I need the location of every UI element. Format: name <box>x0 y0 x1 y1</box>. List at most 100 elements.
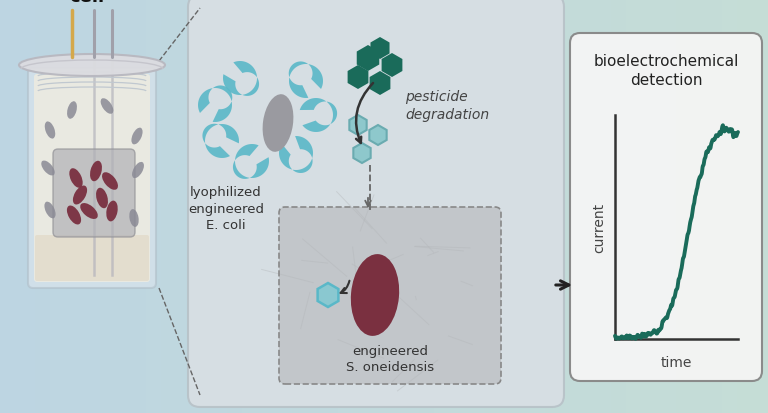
Polygon shape <box>318 283 339 307</box>
Bar <box>154 0 158 413</box>
Bar <box>419 0 423 413</box>
Bar <box>714 0 719 413</box>
Ellipse shape <box>106 201 118 222</box>
Bar <box>349 0 354 413</box>
Bar <box>495 0 500 413</box>
Bar <box>311 0 316 413</box>
Bar <box>273 0 277 413</box>
Bar <box>242 0 247 413</box>
Bar <box>169 0 174 413</box>
Bar <box>722 0 727 413</box>
Bar <box>127 0 131 413</box>
Bar <box>707 0 711 413</box>
Polygon shape <box>357 46 379 72</box>
Ellipse shape <box>41 161 55 176</box>
Bar <box>180 0 185 413</box>
Bar <box>730 0 734 413</box>
Bar <box>484 0 488 413</box>
Bar <box>756 0 761 413</box>
Bar <box>526 0 531 413</box>
Bar <box>96 0 101 413</box>
Bar <box>710 0 715 413</box>
Bar <box>541 0 546 413</box>
Ellipse shape <box>102 173 118 190</box>
Polygon shape <box>300 99 337 133</box>
Bar <box>507 0 511 413</box>
Bar <box>676 0 680 413</box>
Bar <box>511 0 515 413</box>
Ellipse shape <box>45 122 55 139</box>
Bar <box>342 0 346 413</box>
Text: current: current <box>592 202 606 252</box>
Bar <box>588 0 592 413</box>
Bar <box>323 0 327 413</box>
Bar <box>372 0 377 413</box>
Bar <box>219 0 223 413</box>
Bar <box>0 0 5 413</box>
Bar <box>545 0 550 413</box>
Bar <box>687 0 692 413</box>
Bar <box>284 0 289 413</box>
FancyBboxPatch shape <box>34 75 150 282</box>
Bar <box>445 0 450 413</box>
Bar <box>503 0 508 413</box>
Bar <box>492 0 496 413</box>
Bar <box>280 0 285 413</box>
Bar <box>488 0 492 413</box>
Bar <box>726 0 730 413</box>
Bar <box>718 0 723 413</box>
Bar <box>84 0 89 413</box>
Bar <box>261 0 266 413</box>
Bar <box>315 0 319 413</box>
Bar <box>303 0 308 413</box>
Bar <box>204 0 208 413</box>
Ellipse shape <box>80 204 98 219</box>
Polygon shape <box>289 62 323 99</box>
Bar <box>426 0 431 413</box>
Bar <box>88 0 93 413</box>
Bar <box>253 0 258 413</box>
FancyBboxPatch shape <box>28 69 156 288</box>
Bar <box>207 0 212 413</box>
Bar <box>81 0 85 413</box>
Bar <box>150 0 154 413</box>
Bar <box>660 0 665 413</box>
Bar <box>15 0 20 413</box>
Bar <box>65 0 70 413</box>
Bar <box>238 0 243 413</box>
FancyBboxPatch shape <box>188 0 564 407</box>
Bar <box>645 0 650 413</box>
Bar <box>472 0 477 413</box>
Bar <box>607 0 611 413</box>
Bar <box>649 0 654 413</box>
Bar <box>42 0 47 413</box>
Bar <box>641 0 646 413</box>
Bar <box>603 0 607 413</box>
Bar <box>50 0 55 413</box>
Bar <box>157 0 162 413</box>
Bar <box>357 0 362 413</box>
Bar <box>108 0 112 413</box>
FancyBboxPatch shape <box>570 34 762 381</box>
Bar <box>753 0 757 413</box>
Bar <box>119 0 124 413</box>
Bar <box>611 0 615 413</box>
Bar <box>54 0 58 413</box>
Bar <box>637 0 642 413</box>
Polygon shape <box>370 38 389 60</box>
Ellipse shape <box>45 202 55 219</box>
Bar <box>196 0 200 413</box>
Bar <box>361 0 366 413</box>
Bar <box>123 0 127 413</box>
Bar <box>657 0 661 413</box>
Bar <box>200 0 204 413</box>
Bar <box>192 0 197 413</box>
Bar <box>580 0 584 413</box>
Bar <box>396 0 400 413</box>
Bar <box>346 0 350 413</box>
Bar <box>38 0 43 413</box>
Bar <box>741 0 746 413</box>
Bar <box>733 0 738 413</box>
Bar <box>749 0 753 413</box>
Bar <box>591 0 596 413</box>
